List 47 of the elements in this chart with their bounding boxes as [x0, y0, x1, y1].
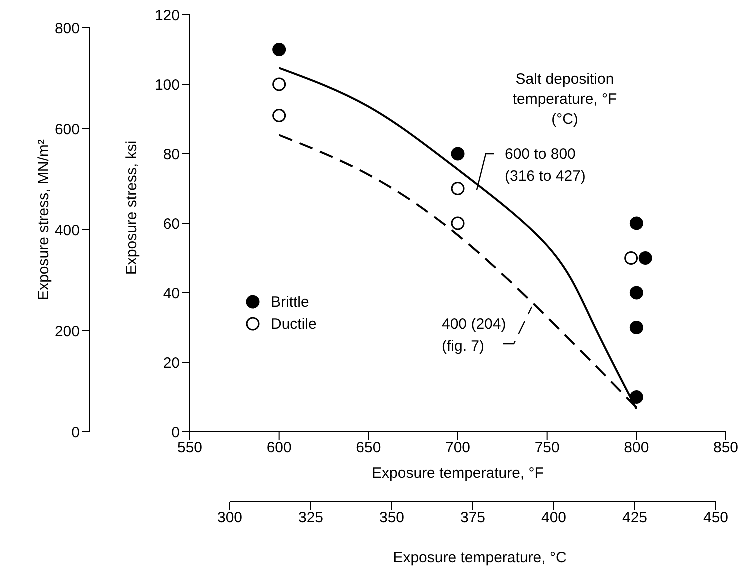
- point: [451, 182, 465, 196]
- legend-label: Ductile: [271, 316, 317, 332]
- y-tick-label: 20: [163, 354, 180, 372]
- x2-tick-label: 300: [217, 510, 243, 527]
- point: [630, 321, 644, 334]
- annotation: Salt deposition temperature, °F (°C): [512, 70, 618, 130]
- x2-tick-label: 450: [703, 510, 729, 527]
- x2-tick-label: 350: [379, 510, 405, 527]
- x2-tick-label: 325: [298, 510, 324, 527]
- series-label: 400 (204) (fig. 7): [442, 315, 508, 357]
- y2-tick-label: 800: [54, 20, 80, 38]
- x-tick-label: 650: [356, 440, 382, 457]
- y-tick-label: 0: [172, 424, 180, 442]
- point: [272, 78, 286, 92]
- point: [630, 216, 644, 230]
- point: [630, 286, 644, 300]
- point: [451, 147, 465, 161]
- x-axis-title: Exposure temperature, °F: [372, 465, 544, 482]
- x2-axis-title: Exposure temperature, °C: [393, 550, 567, 566]
- x-tick-label: 850: [713, 440, 739, 457]
- y2-tick-label: 600: [54, 121, 80, 138]
- legend-label: 600 to 800 (316 to 427): [505, 145, 587, 187]
- y-tick-label: 100: [154, 76, 180, 94]
- y2-tick-label: 0: [72, 424, 80, 442]
- x2-tick-label: 375: [460, 510, 486, 527]
- x-tick-label: 600: [266, 440, 292, 457]
- point: [638, 252, 652, 265]
- x2-tick-label: 400: [541, 510, 567, 527]
- y-axis-title: Exposure stress, ksi: [124, 140, 140, 276]
- y2-axis-title: Exposure stress, MN/m²: [36, 140, 52, 300]
- y-tick-label: 60: [163, 216, 180, 233]
- x-tick-label: 550: [177, 440, 203, 457]
- point: [272, 43, 286, 56]
- y-tick-label: 120: [154, 7, 180, 24]
- x2-tick-label: 425: [622, 510, 648, 527]
- x-tick-label: 800: [624, 440, 650, 457]
- y2-tick-label: 200: [54, 323, 80, 340]
- point: [630, 390, 644, 404]
- x-tick-label: 750: [534, 440, 560, 457]
- point: [624, 252, 638, 265]
- x-tick-label: 700: [445, 440, 471, 457]
- y-tick-label: 40: [163, 285, 180, 302]
- y2-tick-label: 400: [54, 222, 80, 240]
- point: [272, 109, 286, 123]
- legend-label: Brittle: [271, 294, 310, 310]
- y-tick-label: 80: [163, 146, 180, 164]
- point: [451, 216, 465, 230]
